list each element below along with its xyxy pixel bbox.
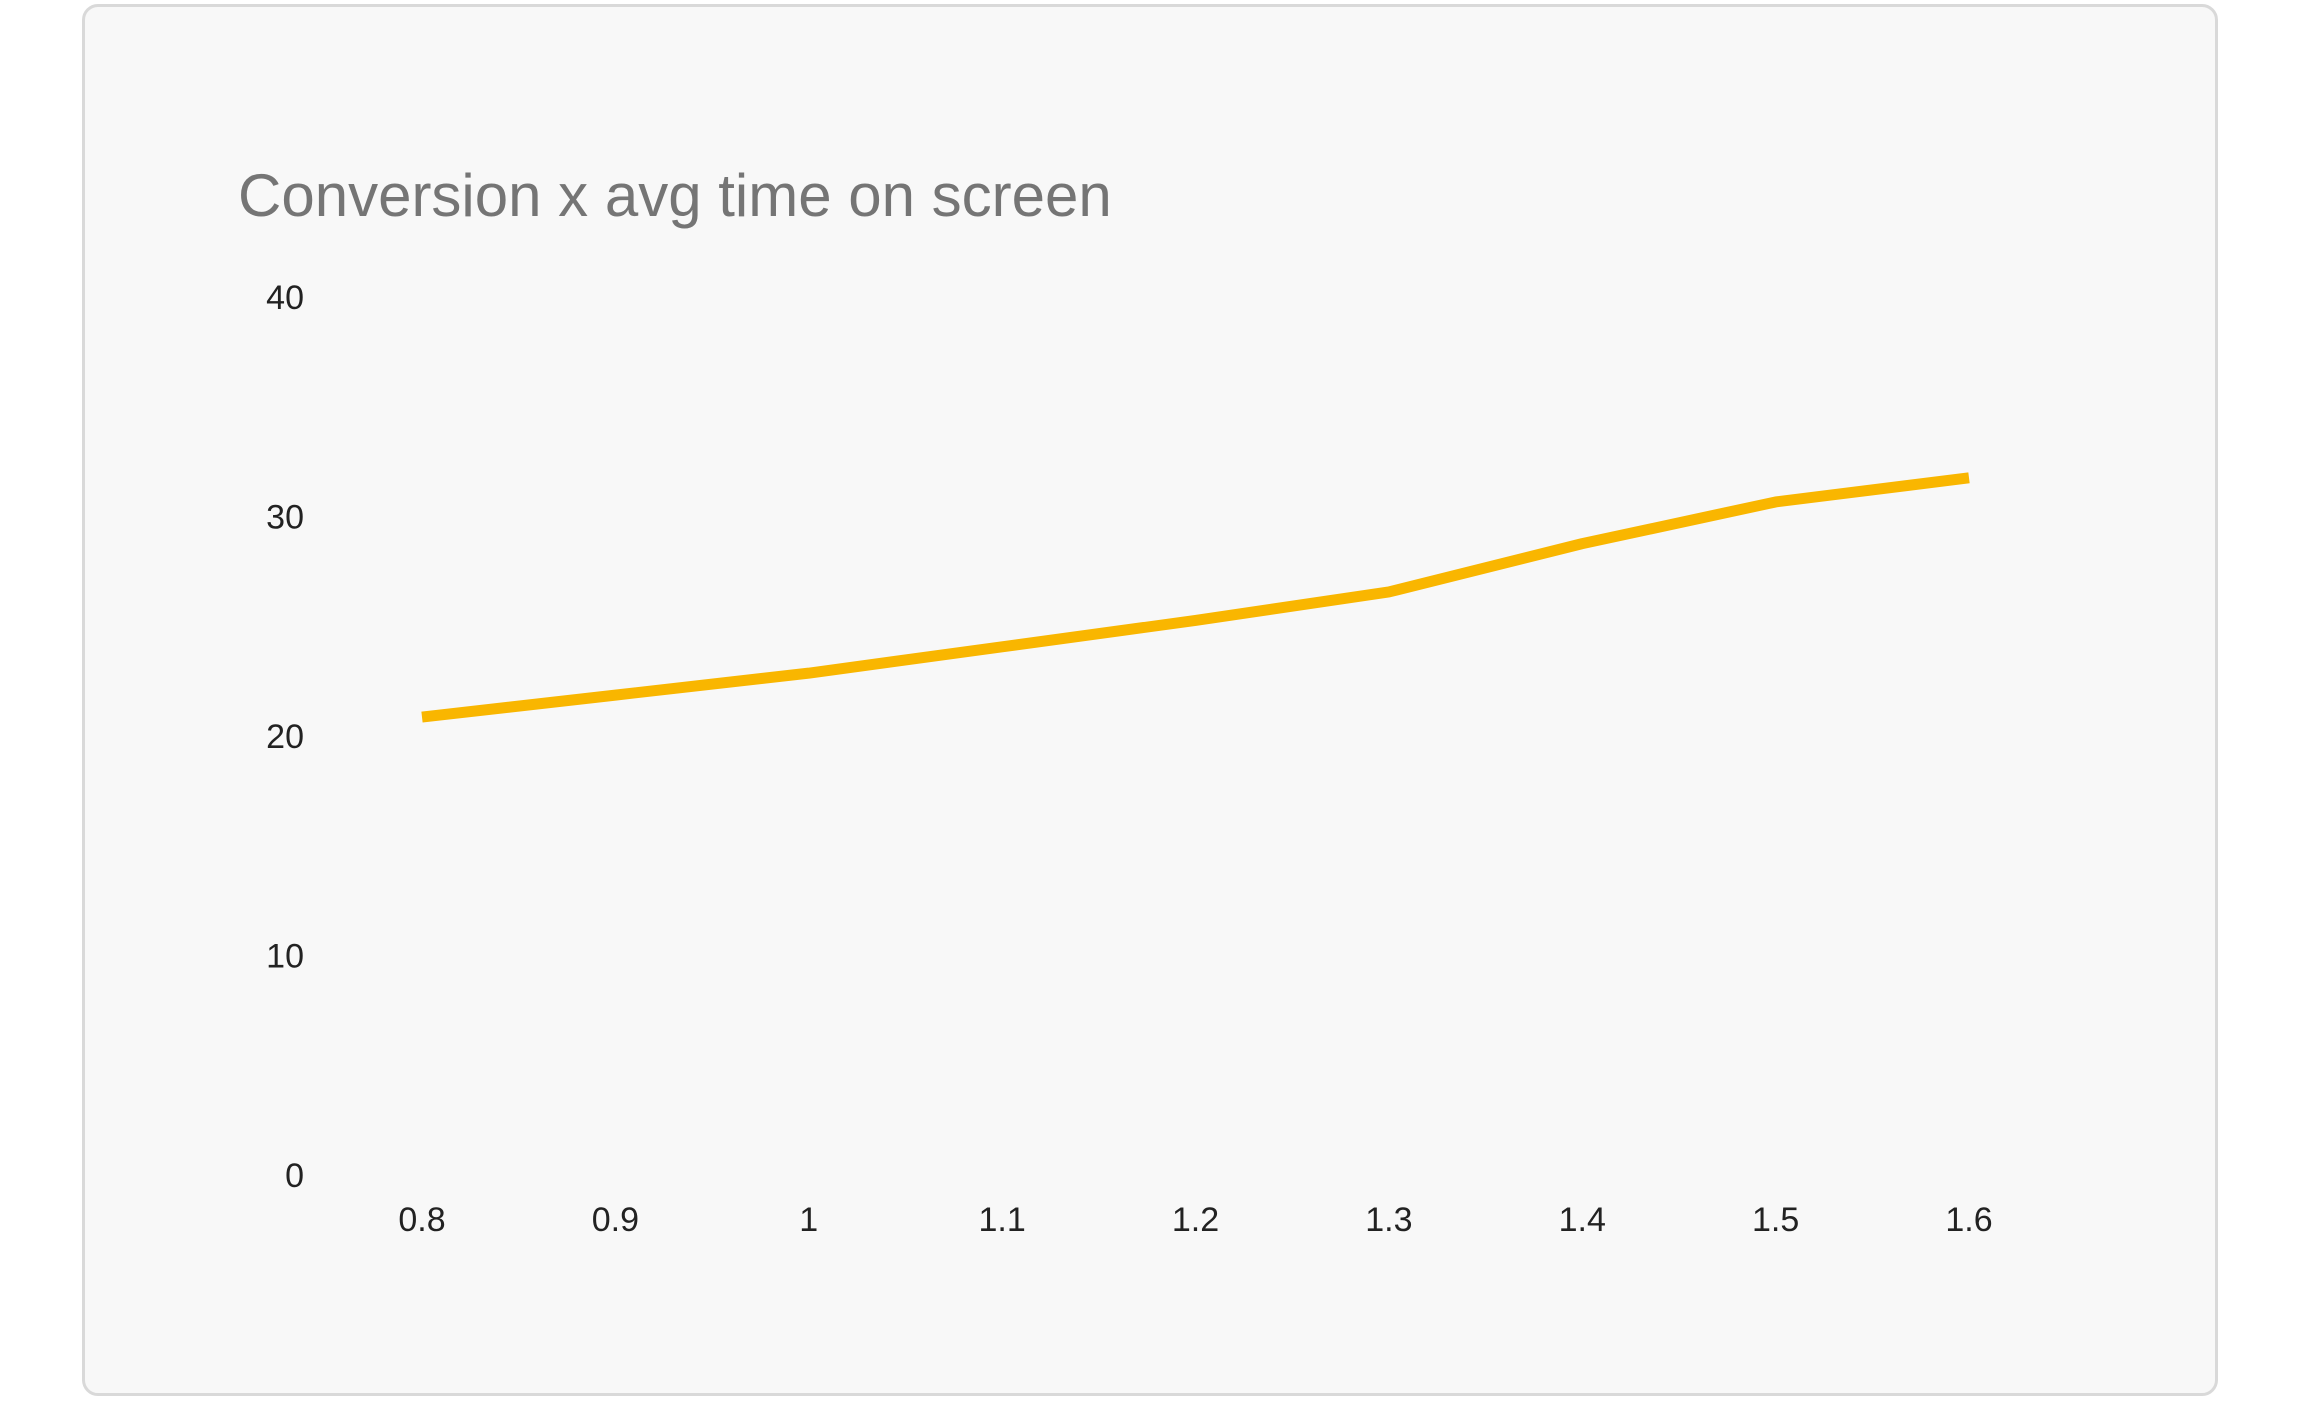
x-tick-label: 1.1: [978, 1201, 1025, 1239]
chart-card: [82, 4, 2218, 1396]
x-tick-label: 0.8: [398, 1201, 445, 1239]
y-tick-label: 20: [266, 718, 304, 756]
x-tick-label: 1.5: [1752, 1201, 1799, 1239]
x-tick-label: 1.4: [1559, 1201, 1606, 1239]
y-tick-label: 0: [285, 1157, 304, 1195]
y-tick-label: 30: [266, 498, 304, 536]
x-tick-label: 1: [799, 1201, 818, 1239]
chart-title: Conversion x avg time on screen: [238, 162, 1112, 229]
x-tick-label: 1.2: [1172, 1201, 1219, 1239]
data-line: [421, 472, 1970, 723]
x-tick-label: 1.6: [1945, 1201, 1992, 1239]
x-tick-label: 0.9: [592, 1201, 639, 1239]
y-tick-label: 10: [266, 937, 304, 975]
x-tick-label: 1.3: [1365, 1201, 1412, 1239]
y-tick-label: 40: [266, 279, 304, 317]
